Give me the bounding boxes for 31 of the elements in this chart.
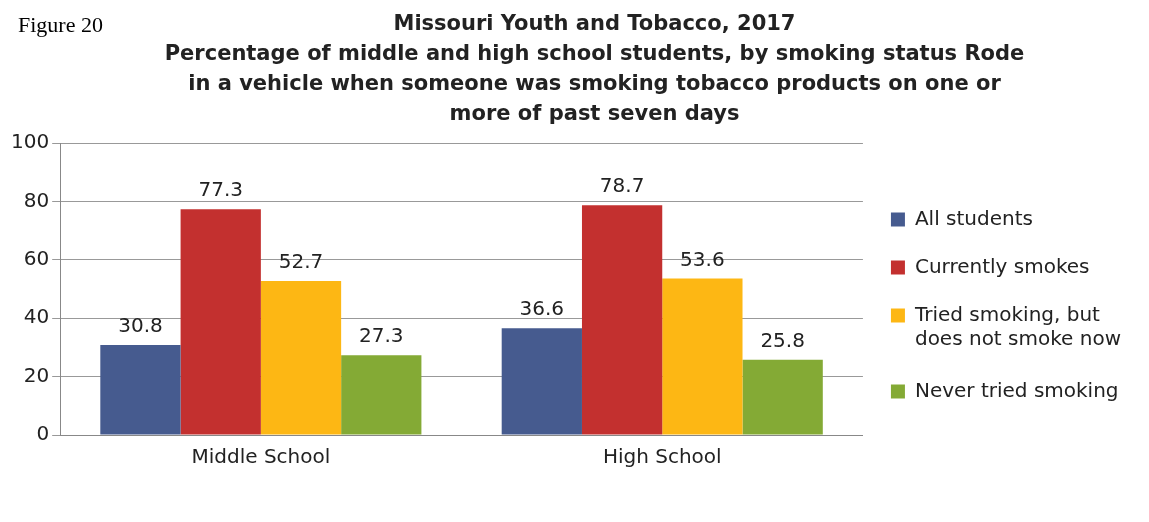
data-label: 78.7 <box>599 173 645 198</box>
data-label: 52.7 <box>278 249 324 274</box>
x-tick-label: High School <box>602 444 722 469</box>
x-tick-label: Middle School <box>191 444 331 469</box>
y-tick-label: 60 <box>23 246 50 270</box>
bar <box>341 355 422 435</box>
legend-label: Never tried smoking <box>914 377 1119 402</box>
bar <box>260 281 342 435</box>
data-label: 27.3 <box>359 323 404 348</box>
data-label: 30.8 <box>118 313 163 338</box>
y-tick-label: 0 <box>36 421 50 446</box>
bar <box>501 328 582 435</box>
caption: Figure 20 <box>18 12 103 38</box>
y-tick-label: 100 <box>10 129 50 154</box>
chart-title: Missouri Youth and Tobacco, 2017 <box>392 10 797 37</box>
chart-subtitle: Percentage of middle and high school students, by smoking status Rode in a vehicle when someone was smoking tobacco products on one or more of past seven days <box>163 40 1026 127</box>
data-label: 53.6 <box>680 246 725 271</box>
legend-label: All students <box>914 205 1033 230</box>
y-tick-label: 80 <box>23 187 50 212</box>
data-label: 25.8 <box>760 327 805 352</box>
data-label: 36.6 <box>519 296 565 321</box>
legend-label: Currently smokes <box>914 253 1090 278</box>
y-tick-label: 40 <box>23 304 50 329</box>
bar <box>100 345 181 435</box>
bar <box>662 278 743 435</box>
legend-label: Tried smoking, but does not smoke now <box>913 301 1122 350</box>
bar <box>742 359 823 435</box>
y-tick-label: 20 <box>23 362 50 387</box>
bar <box>581 205 663 435</box>
bar <box>180 209 261 435</box>
data-label: 77.3 <box>198 177 243 202</box>
